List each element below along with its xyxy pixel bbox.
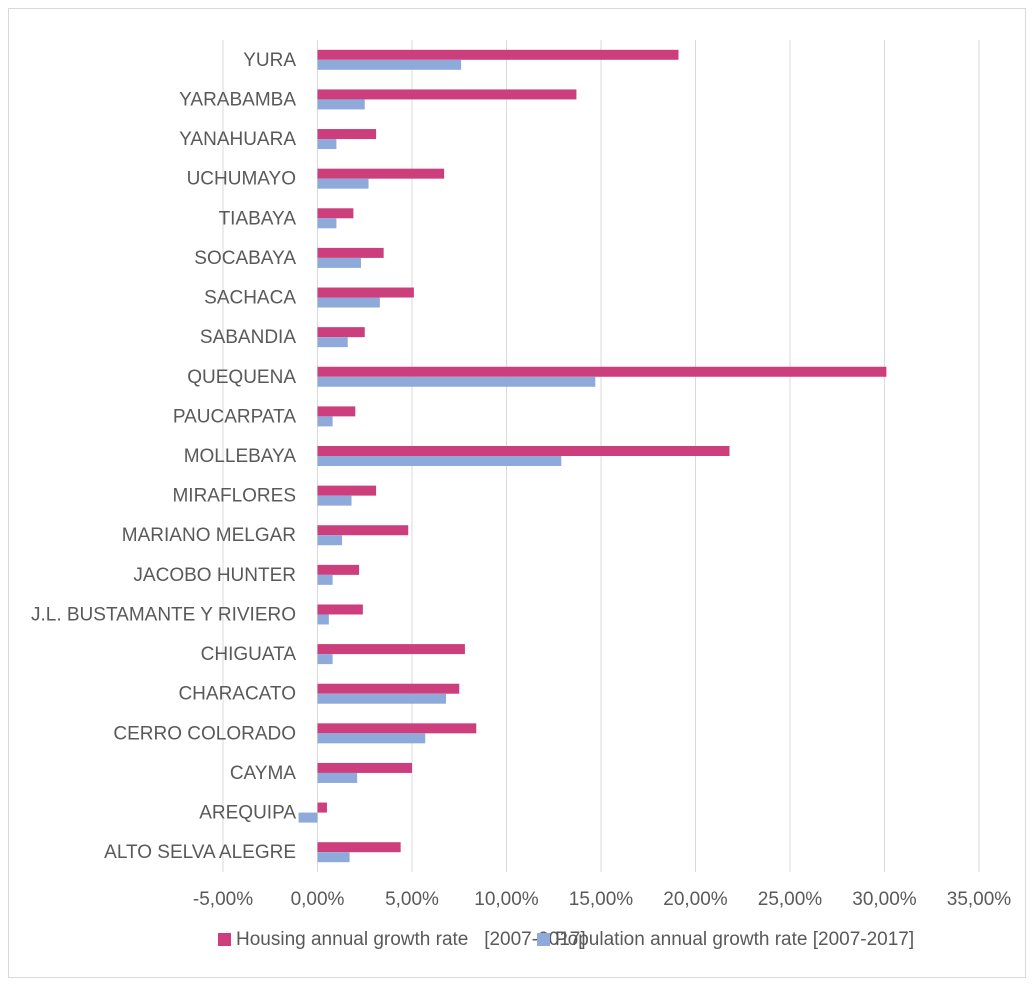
population-bar xyxy=(317,376,596,387)
category-label: TIABAYA xyxy=(219,208,297,229)
category-label: SACHACA xyxy=(204,288,296,309)
population-bar xyxy=(317,772,358,783)
population-bar xyxy=(317,139,337,150)
housing-bar xyxy=(317,723,477,734)
legend-label: Housing annual growth rate [2007-2017] xyxy=(236,929,586,950)
population-bar xyxy=(317,693,447,704)
chart-frame xyxy=(8,8,1026,978)
category-label: JACOBO HUNTER xyxy=(133,565,296,586)
x-tick-labels: -5,00% 0,00% 5,00% 10,00% 15,00% 20,00% 25,00%… xyxy=(193,889,1011,910)
legend-label: Population annual growth rate [2007-2017… xyxy=(555,929,914,950)
population-bar xyxy=(317,416,333,427)
x-tick-label: 25,00% xyxy=(758,889,823,910)
category-label: AREQUIPA xyxy=(199,803,296,824)
x-tick-label: 15,00% xyxy=(569,889,634,910)
category-label: YARABAMBA xyxy=(179,89,296,110)
category-label: CAYMA xyxy=(230,763,296,784)
housing-bar xyxy=(317,644,465,655)
category-label: CHIGUATA xyxy=(201,644,297,665)
population-bar xyxy=(317,218,337,229)
category-label: SABANDIA xyxy=(200,327,296,348)
category-label: CHARACATO xyxy=(178,684,296,705)
category-label: J.L. BUSTAMANTE Y RIVIERO xyxy=(31,604,296,625)
population-bar xyxy=(317,574,333,585)
population-bar xyxy=(317,178,369,189)
category-label: MARIANO MELGAR xyxy=(122,525,296,546)
housing-bar xyxy=(317,327,365,338)
x-tick-label: 20,00% xyxy=(663,889,728,910)
housing-bar xyxy=(317,446,730,456)
housing-bar xyxy=(317,406,356,417)
population-bar xyxy=(317,852,350,863)
population-bar xyxy=(317,337,348,348)
legend-swatch xyxy=(537,933,550,946)
population-bar xyxy=(317,257,361,268)
legend: Housing annual growth rate [2007-2017]Po… xyxy=(218,929,914,950)
legend-swatch xyxy=(218,933,231,946)
housing-bar xyxy=(317,564,360,575)
x-tick-label: -5,00% xyxy=(193,889,253,910)
population-bar xyxy=(298,812,318,823)
category-label: CERRO COLORADO xyxy=(113,723,296,744)
category-label: YURA xyxy=(243,50,296,71)
housing-bar xyxy=(317,89,577,100)
housing-bar xyxy=(317,762,412,773)
population-bar xyxy=(317,297,380,308)
housing-bar xyxy=(317,208,354,219)
x-tick-label: 0,00% xyxy=(291,889,345,910)
housing-bar xyxy=(317,485,377,496)
housing-bar xyxy=(317,802,327,813)
category-label: MOLLEBAYA xyxy=(184,446,297,467)
x-tick-label: 35,00% xyxy=(947,889,1012,910)
population-bar xyxy=(317,535,343,546)
housing-bar xyxy=(317,49,679,60)
category-label: YANAHUARA xyxy=(179,129,296,150)
housing-bar xyxy=(317,287,414,298)
population-bar xyxy=(317,59,462,70)
housing-bar xyxy=(317,129,377,140)
housing-bar xyxy=(317,168,445,179)
category-label: UCHUMAYO xyxy=(187,169,296,190)
category-labels: YURA YARABAMBA YANAHUARA UCHUMAYO TIABAYA SOC… xyxy=(31,50,296,863)
housing-bar xyxy=(317,366,887,377)
category-label: ALTO SELVA ALEGRE xyxy=(104,842,296,863)
x-tick-label: 10,00% xyxy=(474,889,539,910)
population-bar xyxy=(317,495,352,506)
bars xyxy=(298,49,887,863)
population-bar xyxy=(317,456,562,466)
category-label: PAUCARPATA xyxy=(173,406,296,427)
x-tick-label: 5,00% xyxy=(385,889,439,910)
housing-bar xyxy=(317,842,401,853)
category-label: QUEQUENA xyxy=(187,367,296,388)
housing-bar xyxy=(317,247,384,258)
population-bar xyxy=(317,733,426,744)
category-label: SOCABAYA xyxy=(194,248,296,269)
housing-bar xyxy=(317,525,409,536)
population-bar xyxy=(317,99,365,110)
population-bar xyxy=(317,614,329,625)
x-tick-label: 30,00% xyxy=(852,889,917,910)
category-label: MIRAFLORES xyxy=(172,486,296,507)
population-bar xyxy=(317,654,333,665)
housing-bar xyxy=(317,683,460,694)
housing-bar xyxy=(317,604,363,615)
